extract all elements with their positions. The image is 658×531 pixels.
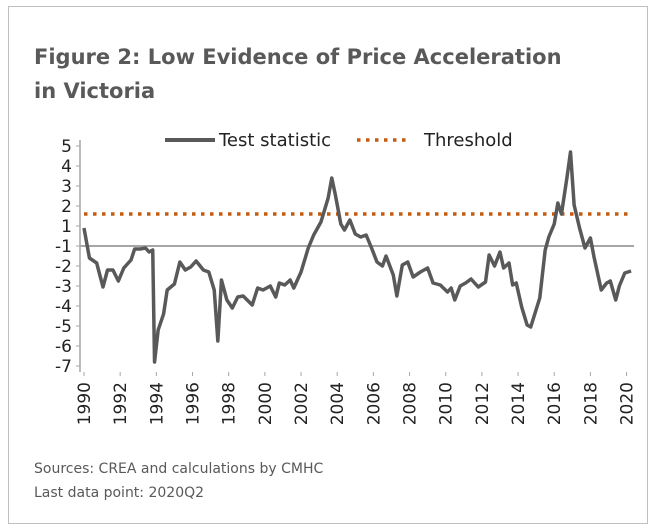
x-tick-label: 2014 [509, 382, 529, 425]
x-tick-label: 2016 [545, 382, 565, 425]
x-tick-label: 2020 [618, 382, 638, 425]
x-tick-label: 2004 [328, 382, 348, 425]
data-line [82, 150, 632, 364]
y-tick-label: -4 [55, 297, 72, 317]
legend-label: Threshold [423, 130, 513, 151]
y-tick-label: -7 [55, 357, 72, 377]
y-tick-label: 5 [61, 137, 72, 157]
source-note: Last data point: 2020Q2 [34, 485, 204, 501]
y-tick-label: -3 [55, 277, 72, 297]
x-tick-label: 2002 [292, 382, 312, 425]
frame [8, 6, 648, 524]
x-tick-label: 2000 [256, 382, 276, 425]
chart-title: in Victoria [34, 79, 155, 103]
y-tick-label: 3 [61, 177, 72, 197]
x-tick-label: 2006 [364, 382, 384, 425]
x-tick-label: 1992 [111, 382, 131, 425]
y-tick-label: -5 [55, 317, 72, 337]
x-tick-label: 1998 [220, 382, 240, 425]
y-tick-label: 2 [61, 197, 72, 217]
legend-label: Test statistic [218, 130, 331, 151]
y-tick-label: 1 [61, 217, 72, 237]
x-tick-label: 2018 [581, 382, 601, 425]
x-tick-label: 1996 [184, 382, 204, 425]
x-tick-label: 2010 [437, 382, 457, 425]
y-tick-label: 4 [61, 157, 72, 177]
y-tick-label: -2 [55, 257, 72, 277]
y-tick-label: -6 [55, 337, 72, 357]
x-tick-label: 2012 [473, 382, 493, 425]
x-tick-label: 1994 [147, 382, 167, 425]
y-tick-label: -1 [55, 237, 72, 257]
x-tick-label: 2008 [401, 382, 421, 425]
x-tick-label: 1990 [75, 382, 95, 425]
chart-title: Figure 2: Low Evidence of Price Accelera… [34, 45, 562, 69]
source-note: Sources: CREA and calculations by CMHC [34, 461, 323, 477]
